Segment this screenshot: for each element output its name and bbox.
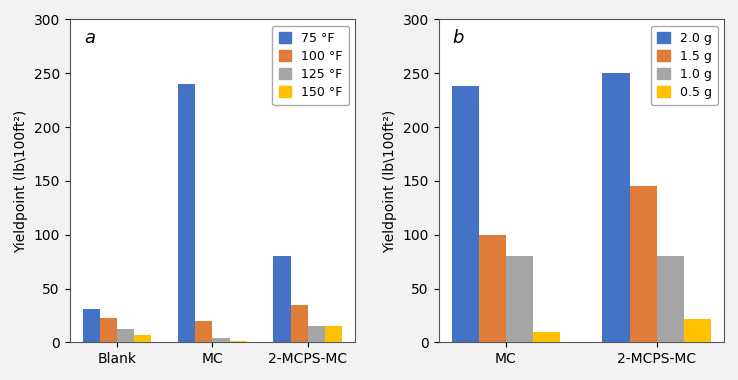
Bar xyxy=(213,338,230,342)
Bar xyxy=(533,332,560,342)
Bar xyxy=(178,84,195,342)
Bar xyxy=(308,326,325,342)
Bar xyxy=(195,321,213,342)
Text: b: b xyxy=(453,29,464,47)
Bar xyxy=(100,318,117,342)
Bar xyxy=(273,256,291,342)
Bar xyxy=(506,256,533,342)
Bar xyxy=(657,256,684,342)
Text: a: a xyxy=(84,29,94,47)
Bar xyxy=(291,305,308,342)
Bar xyxy=(134,335,151,342)
Bar xyxy=(479,235,506,342)
Legend: 2.0 g, 1.5 g, 1.0 g, 0.5 g: 2.0 g, 1.5 g, 1.0 g, 0.5 g xyxy=(651,25,718,105)
Bar xyxy=(117,329,134,342)
Legend: 75 °F, 100 °F, 125 °F, 150 °F: 75 °F, 100 °F, 125 °F, 150 °F xyxy=(272,25,349,105)
Bar xyxy=(684,319,711,342)
Bar xyxy=(83,309,100,342)
Bar xyxy=(630,186,657,342)
Y-axis label: Yieldpoint (lb\100ft²): Yieldpoint (lb\100ft²) xyxy=(14,109,28,253)
Bar xyxy=(452,86,479,342)
Y-axis label: Yieldpoint (lb\100ft²): Yieldpoint (lb\100ft²) xyxy=(383,109,397,253)
Bar xyxy=(602,73,630,342)
Bar xyxy=(230,341,246,342)
Bar xyxy=(325,326,342,342)
